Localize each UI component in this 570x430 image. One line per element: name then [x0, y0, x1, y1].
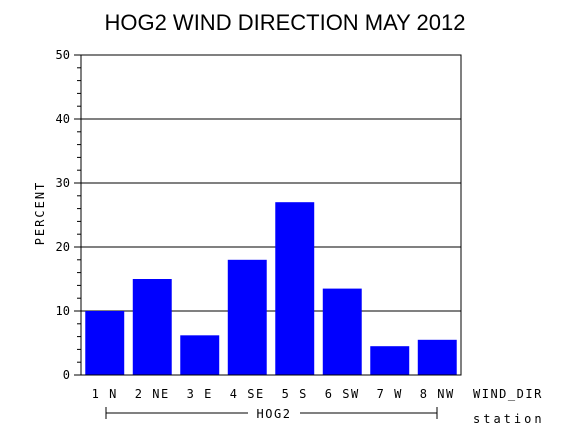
x-tick-label: 1 N	[92, 387, 118, 401]
y-tick-label: 50	[56, 48, 70, 62]
bar-7	[370, 346, 410, 375]
bar-1	[85, 311, 125, 375]
x-tick-label: 2 NE	[135, 387, 170, 401]
y-tick-label: 40	[56, 112, 70, 126]
chart-title: HOG2 WIND DIRECTION MAY 2012	[104, 10, 465, 35]
x-tick-label: 7 W	[377, 387, 403, 401]
bar-3	[180, 335, 220, 375]
x-tick-label: 8 NW	[420, 387, 455, 401]
bar-2	[132, 279, 172, 375]
y-tick-label: 0	[63, 368, 70, 382]
x-tick-label: 4 SE	[230, 387, 265, 401]
y-axis-label: PERCENT	[33, 181, 47, 246]
bars	[85, 202, 457, 375]
x-tick-labels: 1 N 2 NE 3 E 4 SE 5 S 6 SW 7 W 8 NW	[92, 387, 455, 401]
x-axis-label: WIND_DIR	[473, 387, 543, 401]
x-tick-label: 5 S	[282, 387, 308, 401]
y-tick-label: 10	[56, 304, 70, 318]
bar-4	[227, 259, 267, 375]
gridlines	[81, 118, 461, 312]
y-axis: 0 10 20 30 40 50	[56, 48, 81, 382]
x-tick-label: 3 E	[187, 387, 213, 401]
group-bracket	[105, 407, 438, 419]
plot-frame	[80, 54, 462, 376]
group-label: HOG2	[257, 407, 292, 421]
y-tick-label: 30	[56, 176, 70, 190]
x-tick-label: 6 SW	[325, 387, 360, 401]
y-tick-label: 20	[56, 240, 70, 254]
bar-6	[322, 288, 362, 375]
group-axis-label: station	[473, 412, 545, 426]
bar-8	[417, 339, 457, 375]
bar-5	[275, 202, 315, 375]
